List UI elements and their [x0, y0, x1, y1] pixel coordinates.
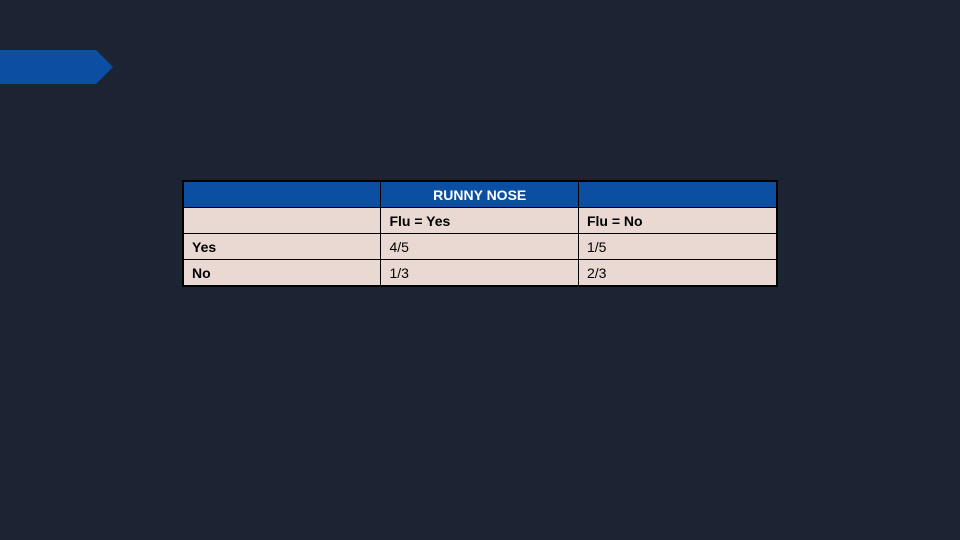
- row-label: Yes: [184, 234, 381, 260]
- row-label: No: [184, 260, 381, 286]
- subheader-flu-yes: Flu = Yes: [381, 208, 578, 234]
- arrow-body: [0, 50, 96, 84]
- row-cell: 1/5: [578, 234, 776, 260]
- row-cell: 2/3: [578, 260, 776, 286]
- subheader-blank: [184, 208, 381, 234]
- header-blank-right: [578, 182, 776, 208]
- arrow-head: [96, 50, 113, 84]
- probability-table: RUNNY NOSE Flu = Yes Flu = No Yes 4/5 1/…: [182, 180, 778, 287]
- subheader-flu-no: Flu = No: [578, 208, 776, 234]
- row-cell: 4/5: [381, 234, 578, 260]
- table-row: No 1/3 2/3: [184, 260, 777, 286]
- title-arrow-banner: [0, 50, 113, 84]
- table-subheader-row: Flu = Yes Flu = No: [184, 208, 777, 234]
- table-row: Yes 4/5 1/5: [184, 234, 777, 260]
- row-cell: 1/3: [381, 260, 578, 286]
- table: RUNNY NOSE Flu = Yes Flu = No Yes 4/5 1/…: [183, 181, 777, 286]
- header-blank-left: [184, 182, 381, 208]
- header-title: RUNNY NOSE: [381, 182, 578, 208]
- table-header-row: RUNNY NOSE: [184, 182, 777, 208]
